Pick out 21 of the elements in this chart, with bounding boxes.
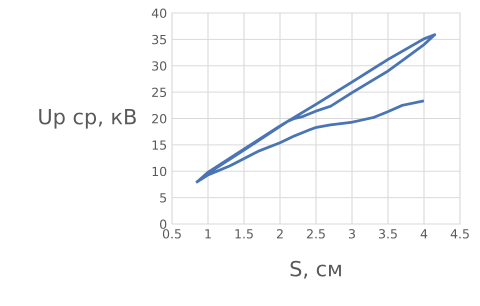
y-tick-label: 5 [160,193,166,203]
x-tick-label: 0.5 [162,229,181,239]
x-tick-label: 1.5 [235,229,253,239]
x-tick-label: 1 [205,229,211,238]
y-axis-title: Uр ср, кВ [39,109,136,129]
y-tick-label: 20 [152,114,166,124]
x-tick-label: 3.5 [379,229,397,239]
x-tick-label: 2 [276,229,283,238]
x-tick-label: 3 [348,229,355,239]
x-tick-label: 4.5 [450,229,469,239]
y-tick-label: 15 [152,140,166,150]
y-tick-label: 30 [152,61,166,71]
x-axis-title: S, см [290,260,341,279]
x-tick-label: 4 [420,229,428,238]
y-tick-label: 25 [152,88,166,98]
y-tick-label: 35 [152,34,166,44]
line-series [196,33,436,184]
y-tick-label: 40 [152,8,166,18]
y-tick-label: 0 [160,219,166,229]
y-tick-label: 10 [152,166,166,176]
x-tick-label: 2.5 [306,229,325,239]
